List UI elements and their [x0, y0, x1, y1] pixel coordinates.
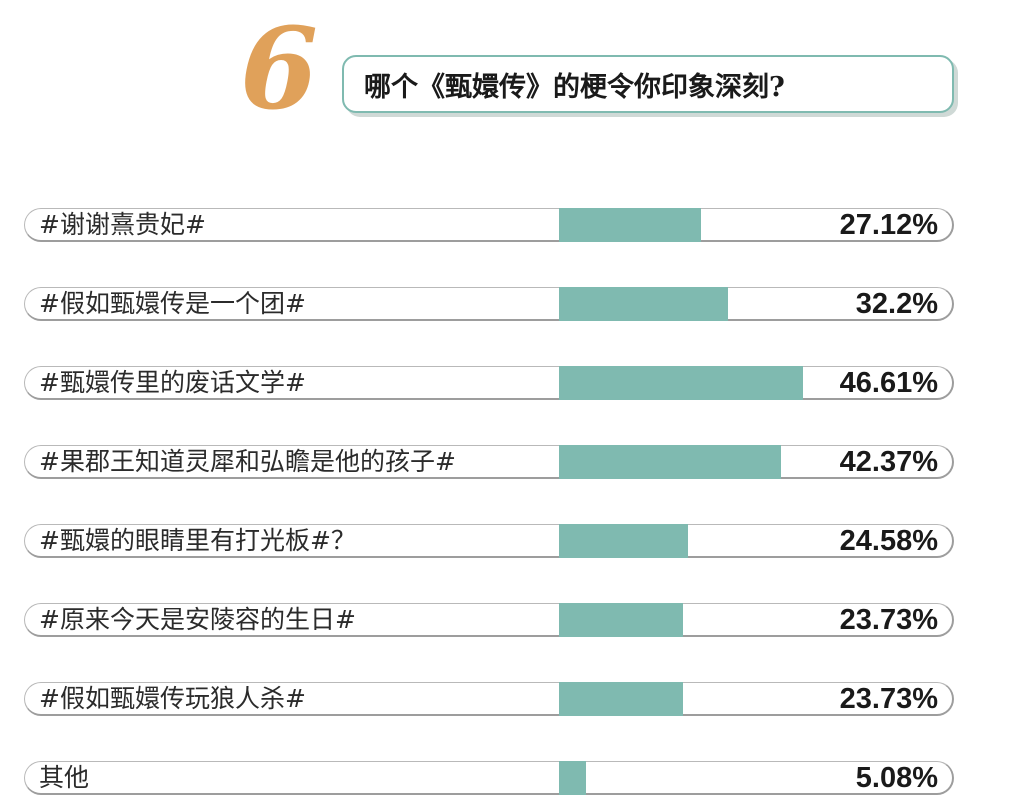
bar-row: #果郡王知道灵犀和弘瞻是他的孩子# 42.37%	[24, 445, 954, 479]
bar-category-label: #甄嬛传里的废话文学#	[39, 368, 306, 397]
bar	[559, 445, 781, 479]
bar	[559, 761, 586, 795]
bar-value-label: 23.73%	[839, 683, 938, 715]
bar-row: 其他 5.08%	[24, 761, 954, 795]
bar	[559, 603, 684, 637]
question-box: 哪个《甄嬛传》的梗令你印象深刻?	[342, 55, 954, 113]
bar-value-label: 23.73%	[839, 604, 938, 636]
bar-value-label: 42.37%	[839, 446, 938, 478]
bar-value-label: 46.61%	[839, 367, 938, 399]
bar	[559, 287, 728, 321]
chart-header: 6 哪个《甄嬛传》的梗令你印象深刻?	[0, 0, 1020, 150]
bar-value-label: 27.12%	[839, 209, 938, 241]
bar-category-label: 其他	[39, 763, 90, 792]
bar-row: #原来今天是安陵容的生日# 23.73%	[24, 603, 954, 637]
bar-row: #假如甄嬛传是一个团# 32.2%	[24, 287, 954, 321]
bar-category-label: #果郡王知道灵犀和弘瞻是他的孩子#	[39, 447, 456, 476]
bar	[559, 366, 803, 400]
bar-category-label: #甄嬛的眼睛里有打光板#？	[39, 526, 356, 555]
question-number: 6	[240, 4, 318, 135]
chart-title: 哪个《甄嬛传》的梗令你印象深刻?	[364, 71, 785, 103]
bar-row: #甄嬛传里的废话文学# 46.61%	[24, 366, 954, 400]
bar-value-label: 24.58%	[839, 525, 938, 557]
bar-row: #假如甄嬛传玩狼人杀# 23.73%	[24, 682, 954, 716]
bar-category-label: #假如甄嬛传玩狼人杀#	[39, 684, 306, 713]
bar	[559, 524, 688, 558]
bar-value-label: 5.08%	[855, 762, 938, 794]
bar-value-label: 32.2%	[855, 288, 938, 320]
bar-category-label: #原来今天是安陵容的生日#	[39, 605, 356, 634]
bar-category-label: #假如甄嬛传是一个团#	[39, 289, 306, 318]
bar-row: #甄嬛的眼睛里有打光板#？ 24.58%	[24, 524, 954, 558]
bar-row: #谢谢熹贵妃# 27.12%	[24, 208, 954, 242]
bar	[559, 208, 701, 242]
bar-category-label: #谢谢熹贵妃#	[39, 210, 206, 239]
bar	[559, 682, 684, 716]
